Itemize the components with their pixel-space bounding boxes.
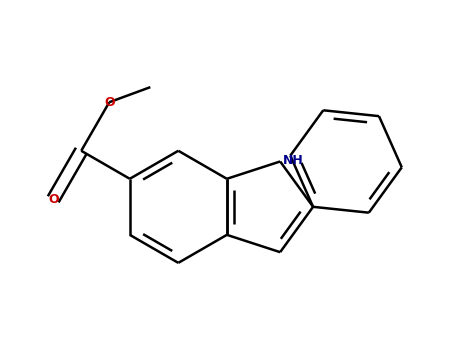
Text: O: O: [48, 193, 59, 206]
Text: NH: NH: [283, 154, 303, 167]
Text: O: O: [104, 96, 115, 109]
